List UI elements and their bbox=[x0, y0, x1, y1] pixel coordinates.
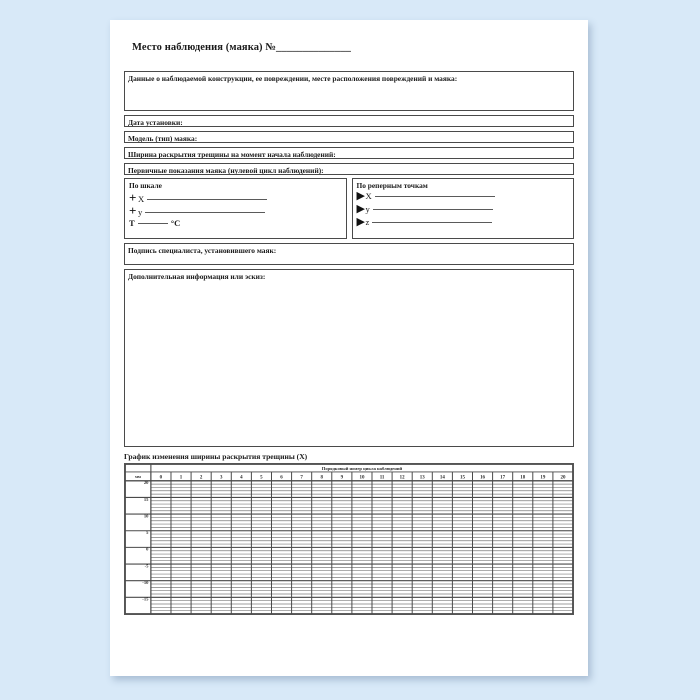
field-label: Подпись специалиста, установившего маяк: bbox=[128, 246, 277, 255]
svg-text:18: 18 bbox=[520, 476, 525, 481]
svg-text:20: 20 bbox=[560, 476, 565, 481]
plus-marker-icon: + bbox=[129, 203, 137, 218]
svg-text:0: 0 bbox=[146, 547, 149, 552]
svg-text:15: 15 bbox=[144, 497, 149, 502]
field-primary-readings[interactable]: Первичные показания маяка (нулевой цикл … bbox=[124, 163, 574, 175]
field-additional-info[interactable]: Дополнительная информация или эскиз: bbox=[124, 269, 574, 447]
reading-row-scale-x[interactable]: + Х bbox=[129, 191, 342, 204]
crack-width-chart-grid[interactable]: Порядковый номер цикла наблюдений мм 0 1 2 3 4… bbox=[124, 463, 574, 615]
svg-text:6: 6 bbox=[280, 476, 283, 481]
field-label: Дата установки: bbox=[128, 118, 183, 127]
svg-text:19: 19 bbox=[540, 476, 545, 481]
svg-text:11: 11 bbox=[380, 476, 385, 481]
svg-text:2: 2 bbox=[200, 476, 203, 481]
axis-label-y: у bbox=[138, 207, 143, 217]
readings-by-reference-points-heading: По реперным точкам bbox=[356, 181, 428, 190]
triangle-right-marker-icon: ▶ bbox=[356, 216, 365, 228]
svg-text:13: 13 bbox=[420, 476, 425, 481]
svg-text:мм: мм bbox=[135, 474, 141, 479]
field-specialist-signature[interactable]: Подпись специалиста, установившего маяк: bbox=[124, 243, 574, 265]
svg-text:4: 4 bbox=[240, 476, 243, 481]
svg-text:8: 8 bbox=[321, 476, 324, 481]
svg-text:-15: -15 bbox=[142, 597, 149, 602]
axis-label-x: Х bbox=[365, 191, 372, 201]
svg-text:10: 10 bbox=[359, 476, 364, 481]
field-label: Первичные показания маяка (нулевой цикл … bbox=[128, 166, 324, 175]
svg-text:5: 5 bbox=[260, 476, 263, 481]
field-installation-date[interactable]: Дата установки: bbox=[124, 115, 574, 127]
reading-row-ref-x[interactable]: ▶ Х bbox=[357, 191, 570, 204]
temperature-value-line[interactable] bbox=[137, 223, 168, 224]
svg-text:Порядковый номер цикла наблюде: Порядковый номер цикла наблюдений bbox=[322, 466, 403, 471]
axis-label-x: Х bbox=[138, 194, 145, 204]
svg-text:12: 12 bbox=[400, 476, 405, 481]
readings-by-scale-heading: По шкале bbox=[129, 181, 162, 190]
page-title: Место наблюдения (маяка) №______________ bbox=[132, 42, 351, 53]
readings-by-scale[interactable]: По шкале + Х + у Т °С bbox=[124, 178, 347, 239]
value-line-x[interactable] bbox=[374, 196, 495, 197]
temperature-label: Т bbox=[129, 218, 135, 228]
value-line-x[interactable] bbox=[147, 199, 268, 200]
triangle-right-marker-icon: ▶ bbox=[356, 203, 365, 215]
triangle-right-marker-icon: ▶ bbox=[356, 190, 365, 202]
svg-text:15: 15 bbox=[460, 476, 465, 481]
svg-text:-10: -10 bbox=[142, 580, 149, 585]
field-label: Данные о наблюдаемой конструкции, ее пов… bbox=[128, 74, 458, 83]
svg-text:3: 3 bbox=[220, 476, 223, 481]
chart-title: График изменения ширины раскрытия трещин… bbox=[124, 452, 308, 461]
svg-text:-5: -5 bbox=[145, 563, 150, 568]
document-sheet: Место наблюдения (маяка) №______________… bbox=[110, 20, 588, 676]
svg-text:1: 1 bbox=[180, 476, 183, 481]
value-line-y[interactable] bbox=[372, 209, 493, 210]
field-label: Дополнительная информация или эскиз: bbox=[128, 272, 266, 281]
axis-label-z: z bbox=[365, 217, 370, 227]
reading-row-ref-z[interactable]: ▶ z bbox=[357, 217, 570, 230]
svg-text:7: 7 bbox=[300, 476, 303, 481]
svg-text:17: 17 bbox=[500, 476, 505, 481]
field-observed-structure-data[interactable]: Данные о наблюдаемой конструкции, ее пов… bbox=[124, 71, 574, 111]
temperature-unit: °С bbox=[170, 218, 181, 228]
readings-columns: По шкале + Х + у Т °С По реперным точкам … bbox=[124, 178, 574, 239]
field-label: Модель (тип) маяка: bbox=[128, 134, 198, 143]
readings-by-reference-points[interactable]: По реперным точкам ▶ Х ▶ у ▶ z bbox=[351, 178, 574, 239]
svg-text:20: 20 bbox=[144, 480, 149, 485]
field-crack-width-at-start[interactable]: Ширина раскрытия трещины на момент начал… bbox=[124, 147, 574, 159]
svg-text:10: 10 bbox=[144, 513, 149, 518]
svg-text:5: 5 bbox=[146, 530, 149, 535]
value-line-z[interactable] bbox=[372, 222, 493, 223]
field-label: Ширина раскрытия трещины на момент начал… bbox=[128, 150, 336, 159]
field-beacon-model[interactable]: Модель (тип) маяка: bbox=[124, 131, 574, 143]
reading-row-ref-y[interactable]: ▶ у bbox=[357, 204, 570, 217]
axis-label-y: у bbox=[365, 204, 370, 214]
svg-text:16: 16 bbox=[480, 476, 485, 481]
svg-text:9: 9 bbox=[341, 476, 344, 481]
value-line-y[interactable] bbox=[145, 212, 266, 213]
reading-row-scale-y[interactable]: + у bbox=[129, 204, 342, 217]
plus-marker-icon: + bbox=[129, 190, 137, 205]
reading-row-temperature[interactable]: Т °С bbox=[129, 218, 342, 228]
svg-text:0: 0 bbox=[160, 476, 163, 481]
svg-text:14: 14 bbox=[440, 476, 445, 481]
